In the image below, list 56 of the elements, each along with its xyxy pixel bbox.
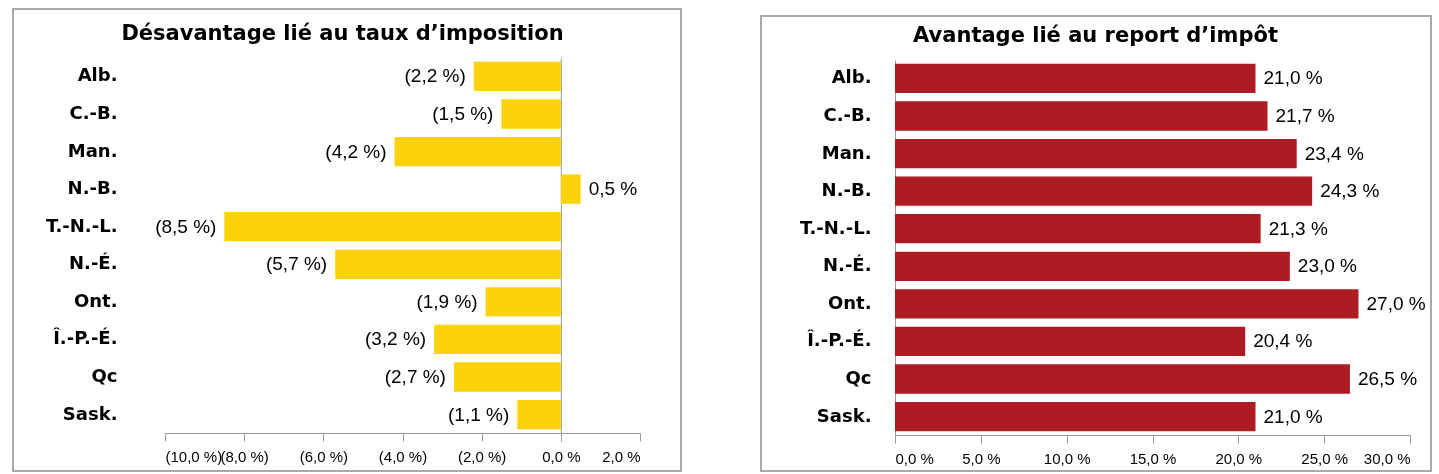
x-tick-label: 30,0 % <box>1363 449 1411 467</box>
data-label: 21,3 % <box>1268 217 1328 239</box>
y-tick-label: Qc <box>845 367 872 389</box>
data-label: (1,5 %) <box>432 102 494 124</box>
data-label: 0,5 % <box>588 178 638 200</box>
x-tick-label: (10,0 %) <box>165 447 223 465</box>
x-tick-label: (8,0 %) <box>220 447 269 465</box>
data-label: (1,9 %) <box>416 290 478 312</box>
data-label: 21,0 % <box>1263 405 1323 427</box>
x-tick-label: (4,0 %) <box>378 447 428 465</box>
data-label: 26,5 % <box>1357 368 1418 390</box>
x-tick-label: 20,0 % <box>1215 449 1263 467</box>
y-tick-label: Sask. <box>816 404 872 426</box>
y-tick-label: Î.-P.-É. <box>53 327 118 349</box>
x-tick-label: 2,0 % <box>602 447 641 465</box>
y-tick-label: N.-B. <box>67 177 118 199</box>
y-tick-label: Man. <box>67 139 118 161</box>
data-label: (5,7 %) <box>265 253 328 275</box>
y-tick-label: Ont. <box>73 289 118 311</box>
x-tick-label: (6,0 %) <box>299 447 349 465</box>
y-tick-label: Qc <box>91 365 118 387</box>
data-label: 24,3 % <box>1320 180 1380 202</box>
data-label: 20,4 % <box>1253 330 1313 352</box>
x-tick-label: 25,0 % <box>1301 449 1349 467</box>
y-tick-label: N.-B. <box>821 179 872 201</box>
data-label: (2,7 %) <box>384 366 446 388</box>
y-tick-label: N.-É. <box>822 254 872 276</box>
x-tick-label: 0,0 % <box>542 447 581 465</box>
chart-title: Désavantage lié au taux d’imposition <box>121 21 564 45</box>
data-label: (8,5 %) <box>155 215 217 237</box>
data-label: (4,2 %) <box>325 140 387 162</box>
data-label: 23,0 % <box>1297 255 1358 277</box>
x-tick-label: 0,0 % <box>895 449 934 467</box>
y-tick-label: Î.-P.-É. <box>807 329 872 351</box>
data-label: 21,7 % <box>1275 104 1335 126</box>
data-label: (2,2 %) <box>404 65 466 87</box>
x-tick-label: 5,0 % <box>962 449 1001 467</box>
y-tick-label: Sask. <box>62 402 118 424</box>
y-tick-label: N.-É. <box>68 252 118 274</box>
y-tick-label: T.-N.-L. <box>799 216 872 238</box>
y-tick-label: C.-B. <box>69 101 118 123</box>
y-tick-label: T.-N.-L. <box>45 214 118 236</box>
y-tick-label: Man. <box>821 141 872 163</box>
y-tick-label: C.-B. <box>823 103 872 125</box>
data-label: 27,0 % <box>1366 292 1426 314</box>
y-tick-label: Alb. <box>77 64 118 86</box>
y-tick-label: Alb. <box>831 66 872 88</box>
x-tick-label: (2,0 %) <box>457 447 507 465</box>
data-label: 23,4 % <box>1304 142 1364 164</box>
x-tick-label: 10,0 % <box>1043 449 1091 467</box>
y-tick-label: Ont. <box>827 291 872 313</box>
chart-title: Avantage lié au report d’impôt <box>913 23 1278 47</box>
data-label: 21,0 % <box>1263 67 1323 89</box>
data-label: (1,1 %) <box>448 403 510 425</box>
data-label: (3,2 %) <box>364 328 427 350</box>
x-tick-label: 15,0 % <box>1129 449 1177 467</box>
